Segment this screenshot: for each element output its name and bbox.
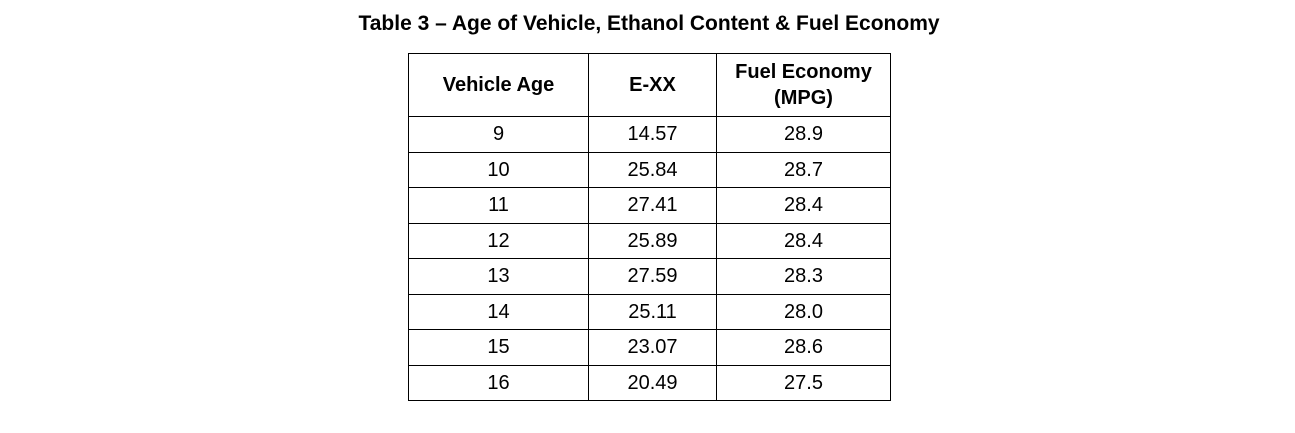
- cell-fuel-economy: 28.6: [716, 329, 891, 366]
- cell-exx: 25.11: [588, 293, 717, 330]
- cell-vehicle-age: 10: [408, 151, 589, 188]
- header-vehicle-age: Vehicle Age: [408, 53, 589, 117]
- cell-exx: 27.41: [588, 187, 717, 224]
- cell-fuel-economy: 27.5: [716, 364, 891, 401]
- cell-fuel-economy: 28.9: [716, 116, 891, 153]
- table-row: 14 25.11 28.0: [408, 293, 891, 330]
- table-row: 10 25.84 28.7: [408, 151, 891, 188]
- cell-fuel-economy: 28.4: [716, 187, 891, 224]
- header-row: Vehicle Age E-XX Fuel Economy (MPG): [408, 53, 891, 117]
- cell-vehicle-age: 14: [408, 293, 589, 330]
- cell-vehicle-age: 15: [408, 329, 589, 366]
- header-fuel-economy-line2: (MPG): [774, 87, 833, 109]
- table-row: 13 27.59 28.3: [408, 258, 891, 295]
- table-title: Table 3 – Age of Vehicle, Ethanol Conten…: [358, 12, 940, 35]
- cell-exx: 23.07: [588, 329, 717, 366]
- cell-vehicle-age: 11: [408, 187, 589, 224]
- table-row: 9 14.57 28.9: [408, 116, 891, 153]
- header-fuel-economy: Fuel Economy (MPG): [716, 53, 891, 117]
- table-row: 11 27.41 28.4: [408, 187, 891, 224]
- table-row: 16 20.49 27.5: [408, 364, 891, 401]
- table-row: 12 25.89 28.4: [408, 222, 891, 259]
- cell-exx: 20.49: [588, 364, 717, 401]
- cell-fuel-economy: 28.4: [716, 222, 891, 259]
- cell-exx: 27.59: [588, 258, 717, 295]
- cell-exx: 25.89: [588, 222, 717, 259]
- data-table: Vehicle Age E-XX Fuel Economy (MPG) 9 14…: [408, 53, 891, 401]
- cell-fuel-economy: 28.0: [716, 293, 891, 330]
- cell-vehicle-age: 9: [408, 116, 589, 153]
- cell-vehicle-age: 12: [408, 222, 589, 259]
- cell-exx: 25.84: [588, 151, 717, 188]
- table-row: 15 23.07 28.6: [408, 329, 891, 366]
- header-fuel-economy-line1: Fuel Economy: [735, 61, 872, 83]
- cell-fuel-economy: 28.3: [716, 258, 891, 295]
- header-exx: E-XX: [588, 53, 717, 117]
- cell-exx: 14.57: [588, 116, 717, 153]
- cell-fuel-economy: 28.7: [716, 151, 891, 188]
- cell-vehicle-age: 13: [408, 258, 589, 295]
- cell-vehicle-age: 16: [408, 364, 589, 401]
